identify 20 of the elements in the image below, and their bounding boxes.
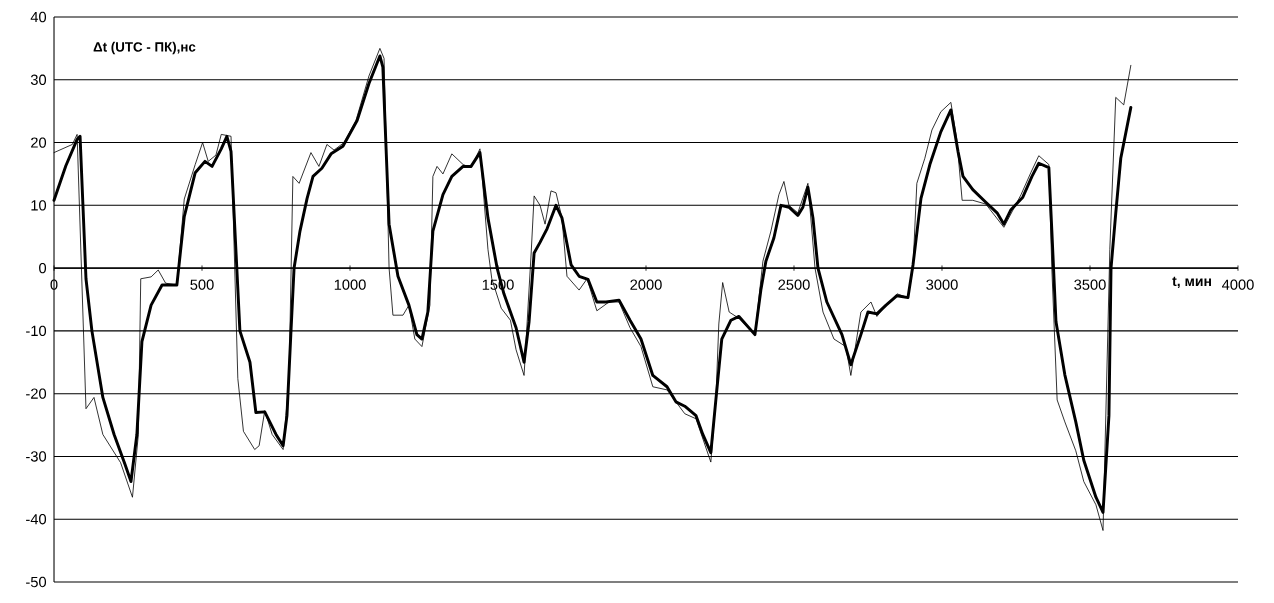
x-tick-label: 3500 — [1074, 279, 1106, 290]
x-tick-label: 500 — [190, 279, 214, 290]
y-tick-label: -30 — [26, 451, 47, 462]
x-tick-label: 1000 — [334, 279, 366, 290]
y-tick-label: -50 — [26, 576, 47, 588]
x-tick-label: 4000 — [1222, 279, 1254, 290]
x-tick-label: 2000 — [630, 279, 662, 290]
y-tick-label: -40 — [26, 514, 47, 525]
y-tick-label: 40 — [30, 11, 47, 23]
x-tick-label: 3000 — [926, 279, 958, 290]
y-tick-label: 10 — [31, 200, 47, 211]
y-tick-label: -20 — [26, 388, 47, 399]
x-tick-label: 0 — [50, 279, 58, 290]
x-axis-title: t, мин — [1172, 276, 1211, 289]
y-tick-label: 0 — [39, 262, 47, 274]
y-tick-label: -10 — [26, 325, 47, 337]
y-tick-label: 20 — [31, 137, 47, 148]
y-axis-title: Δt (UTC - ПК),нс — [93, 41, 196, 55]
x-tick-label: 2500 — [778, 279, 810, 290]
y-tick-label: 30 — [30, 74, 47, 85]
